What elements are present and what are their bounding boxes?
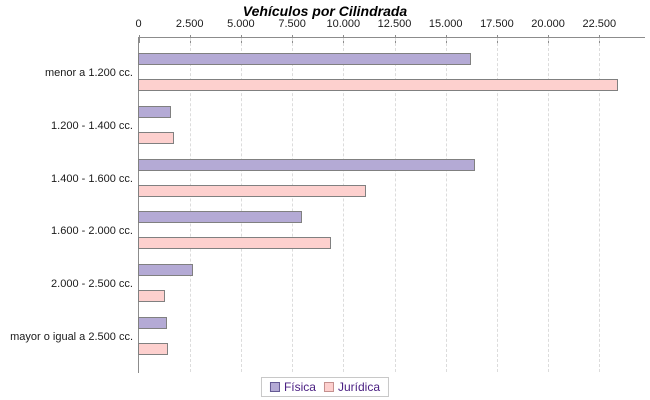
- legend-item: Jurídica: [323, 380, 381, 394]
- category-label: mayor o igual a 2.500 cc.: [10, 331, 133, 343]
- bar-física-1: [138, 105, 171, 118]
- legend: Física Jurídica: [260, 377, 390, 397]
- x-tick-label: 2.500: [175, 18, 204, 30]
- bar-jurídica-1: [138, 131, 174, 144]
- x-tick-label: 5.000: [227, 18, 255, 30]
- legend-label: Física: [283, 380, 316, 394]
- category-label: menor a 1.200 cc.: [44, 67, 133, 79]
- x-tick-label: 17.500: [480, 18, 514, 30]
- gridline: [445, 38, 447, 372]
- gridline: [343, 38, 345, 372]
- y-axis-line: [138, 37, 139, 373]
- category-label: 2.000 - 2.500 cc.: [51, 278, 133, 291]
- x-tick-label: 12.500: [377, 18, 412, 30]
- gridline: [189, 38, 191, 372]
- x-axis-line: [138, 37, 645, 38]
- chart-title: Vehículos por Cilindrada: [242, 3, 408, 19]
- bar-física-0: [138, 53, 471, 65]
- legend-label: Jurídica: [337, 380, 381, 394]
- bar-jurídica-3: [138, 237, 331, 250]
- x-tick-label: 22.500: [582, 18, 617, 30]
- legend-item: Física: [269, 380, 316, 394]
- bar-física-3: [138, 211, 302, 224]
- bar-jurídica-0: [138, 79, 618, 91]
- x-tick-label: 10.000: [326, 18, 361, 30]
- category-label: 1.200 - 1.400 cc.: [51, 119, 133, 132]
- bar-jurídica-5: [138, 343, 168, 355]
- gridline: [240, 38, 242, 372]
- legend-swatch: [323, 382, 334, 392]
- gridline: [548, 38, 550, 372]
- bar-física-5: [138, 317, 167, 329]
- x-tick: [138, 35, 140, 43]
- gridline: [496, 38, 498, 372]
- gridline: [599, 38, 601, 372]
- x-tick-label: 15.000: [428, 18, 463, 30]
- x-tick-label: 0: [135, 18, 142, 30]
- category-label: 1.600 - 2.000 cc.: [51, 225, 133, 238]
- category-label: 1.400 - 1.600 cc.: [51, 172, 133, 185]
- bar-jurídica-4: [138, 290, 165, 303]
- bar-jurídica-2: [138, 184, 366, 197]
- gridline: [292, 38, 294, 372]
- legend-swatch: [269, 382, 280, 392]
- x-tick-label: 7.500: [278, 18, 306, 30]
- gridline: [394, 38, 396, 372]
- x-tick-label: 20.000: [531, 18, 565, 30]
- bar-física-2: [138, 158, 475, 171]
- bar-física-4: [138, 264, 193, 277]
